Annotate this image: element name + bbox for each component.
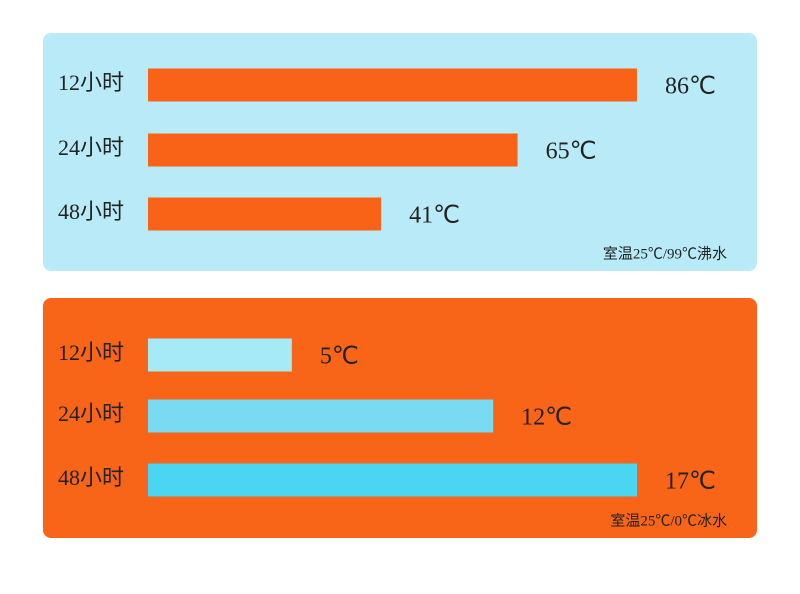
bar <box>148 197 382 231</box>
value-label: 12℃ <box>521 405 572 431</box>
category-label: 24小时 <box>58 135 124 160</box>
value-label: 17℃ <box>665 469 716 495</box>
value-label: 5℃ <box>320 344 359 370</box>
note: 室温25℃/99℃沸水 <box>603 245 727 262</box>
value-label: 86℃ <box>665 74 716 100</box>
category-label: 48小时 <box>58 199 124 224</box>
bar <box>148 133 518 167</box>
category-label: 48小时 <box>58 465 124 490</box>
bar <box>148 463 637 497</box>
bar <box>148 68 637 102</box>
note: 室温25℃/0℃冰水 <box>610 512 727 529</box>
bar <box>148 399 494 433</box>
category-label: 12小时 <box>58 70 124 95</box>
category-label: 24小时 <box>58 401 124 426</box>
value-label: 65℃ <box>546 139 597 165</box>
bar <box>148 338 292 372</box>
value-label: 41℃ <box>409 203 460 229</box>
category-label: 12小时 <box>58 340 124 365</box>
